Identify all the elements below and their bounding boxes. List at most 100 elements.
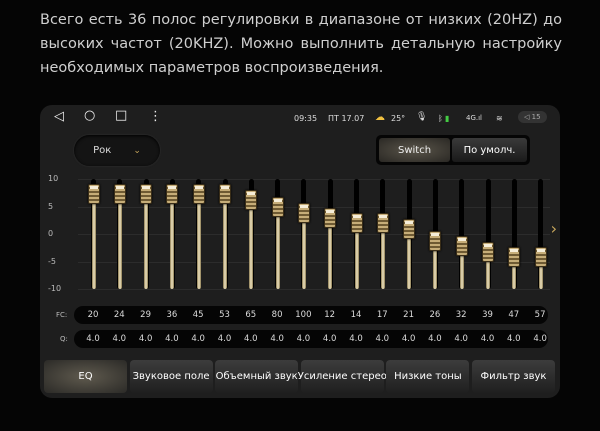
fc-value[interactable]: 45 — [192, 310, 204, 320]
eq-slider-track[interactable] — [350, 179, 363, 289]
fc-value[interactable]: 100 — [295, 310, 312, 320]
q-value[interactable]: 4.0 — [112, 334, 127, 344]
fc-value[interactable]: 65 — [245, 310, 257, 320]
fc-value[interactable]: 17 — [376, 310, 388, 320]
eq-slider-track[interactable] — [376, 179, 389, 289]
eq-slider-fill — [538, 257, 543, 289]
more-icon[interactable]: ⋮ — [149, 109, 162, 124]
eq-slider-knob[interactable] — [140, 184, 153, 205]
preset-dropdown[interactable]: Рок ⌄ — [74, 135, 160, 166]
back-icon[interactable]: ◁ — [54, 109, 64, 124]
chevron-right-icon[interactable]: › — [550, 219, 557, 238]
fc-value[interactable]: 20 — [87, 310, 99, 320]
eq-slider-track[interactable] — [403, 179, 416, 289]
eq-slider-knob[interactable] — [350, 213, 363, 233]
intro-text: Всего есть 36 полос регулировки в диапаз… — [40, 12, 562, 76]
q-value[interactable]: 4.0 — [322, 334, 337, 344]
q-value[interactable]: 4.0 — [244, 334, 258, 344]
switch-button[interactable]: Switch — [379, 138, 450, 162]
eq-slider-knob[interactable] — [271, 196, 284, 217]
eq-slider-track[interactable] — [455, 179, 468, 289]
q-value[interactable]: 4.0 — [296, 334, 311, 344]
eq-slider-fill — [354, 223, 359, 289]
q-value[interactable]: 4.0 — [480, 334, 495, 344]
eq-slider-track[interactable] — [429, 179, 442, 289]
eq-slider-fill — [223, 194, 227, 289]
fc-value[interactable]: 47 — [508, 310, 520, 320]
q-value[interactable]: 4.0 — [270, 334, 284, 344]
tab-3[interactable]: Усиление стерео — [298, 360, 387, 393]
q-value[interactable]: 4.0 — [507, 334, 521, 344]
eq-slider-track[interactable] — [534, 179, 547, 289]
eq-slider-fill — [117, 194, 122, 289]
eq-slider-knob[interactable] — [166, 184, 179, 205]
tab-2[interactable]: Объемный звук — [215, 360, 299, 393]
fc-value[interactable]: 21 — [403, 310, 414, 320]
eq-slider-track[interactable] — [324, 179, 337, 289]
fc-value[interactable]: 24 — [113, 310, 125, 320]
eq-slider-knob[interactable] — [113, 184, 126, 205]
fc-value[interactable]: 14 — [350, 310, 362, 320]
eq-slider-track[interactable] — [166, 179, 179, 289]
q-value[interactable]: 4.0 — [533, 334, 547, 344]
eq-slider-knob[interactable] — [403, 219, 416, 240]
tab-5[interactable]: Фильтр звук — [472, 360, 555, 393]
fc-value[interactable]: 53 — [219, 310, 230, 320]
eq-slider-knob[interactable] — [455, 235, 468, 256]
eq-slider-fill — [459, 245, 464, 289]
fc-value[interactable]: 80 — [271, 310, 283, 320]
recents-icon[interactable]: □ — [115, 108, 128, 123]
eq-slider-track[interactable] — [482, 179, 494, 289]
q-value[interactable]: 4.0 — [138, 334, 153, 344]
tab-0[interactable]: EQ — [44, 360, 127, 393]
eq-slider-track[interactable] — [271, 179, 284, 289]
q-value[interactable]: 4.0 — [349, 334, 363, 344]
equalizer-sliders: 10 5 0 -5 -10 — [40, 171, 560, 296]
tab-1[interactable]: Звуковое поле — [129, 360, 213, 393]
eq-slider-track[interactable] — [508, 179, 521, 289]
eq-slider-knob[interactable] — [376, 213, 389, 233]
fc-value[interactable]: 57 — [534, 310, 546, 320]
fc-value[interactable]: 26 — [429, 310, 441, 320]
eq-slider-knob[interactable] — [534, 247, 547, 268]
q-value[interactable]: 4.0 — [375, 334, 390, 344]
eq-slider-knob[interactable] — [324, 208, 337, 229]
q-value[interactable]: 4.0 — [217, 334, 232, 344]
tab-4[interactable]: Низкие тоны — [386, 360, 470, 393]
q-value[interactable]: 4.0 — [165, 334, 179, 344]
home-icon[interactable]: ○ — [84, 108, 96, 123]
eq-slider-track[interactable] — [219, 179, 231, 289]
eq-slider-knob[interactable] — [245, 189, 258, 210]
y-tick-label: 5 — [48, 201, 54, 211]
q-value[interactable]: 4.0 — [454, 334, 468, 344]
eq-slider-track[interactable] — [140, 179, 153, 289]
fc-value[interactable]: 36 — [166, 310, 178, 320]
fc-value[interactable]: 29 — [140, 310, 151, 320]
fc-value[interactable]: 32 — [455, 310, 467, 320]
eq-slider-knob[interactable] — [87, 184, 100, 205]
fc-value[interactable]: 12 — [324, 310, 336, 320]
eq-slider-track[interactable] — [245, 179, 258, 289]
volume-indicator[interactable]: ◁ 15 — [518, 111, 547, 123]
eq-slider-knob[interactable] — [429, 230, 442, 251]
eq-slider-track[interactable] — [297, 179, 310, 289]
eq-slider-knob[interactable] — [482, 241, 494, 262]
eq-slider-fill — [91, 194, 96, 289]
q-value[interactable]: 4.0 — [191, 334, 205, 344]
default-button[interactable]: По умолч. — [452, 138, 527, 162]
eq-slider-knob[interactable] — [297, 202, 310, 223]
eq-slider-track[interactable] — [113, 179, 126, 289]
q-value[interactable]: 4.0 — [86, 334, 100, 344]
gridline — [78, 234, 550, 235]
eq-slider-knob[interactable] — [508, 247, 521, 268]
volume-icon: ◁ — [524, 113, 532, 121]
eq-slider-track[interactable] — [87, 179, 100, 289]
clock: 09:35 — [294, 114, 318, 123]
eq-slider-knob[interactable] — [219, 184, 231, 205]
q-value[interactable]: 4.0 — [428, 334, 442, 344]
y-tick-label: -5 — [48, 256, 56, 266]
eq-slider-track[interactable] — [192, 179, 205, 289]
q-value[interactable]: 4.0 — [401, 334, 416, 344]
fc-value[interactable]: 39 — [482, 310, 493, 320]
eq-slider-knob[interactable] — [192, 184, 205, 205]
